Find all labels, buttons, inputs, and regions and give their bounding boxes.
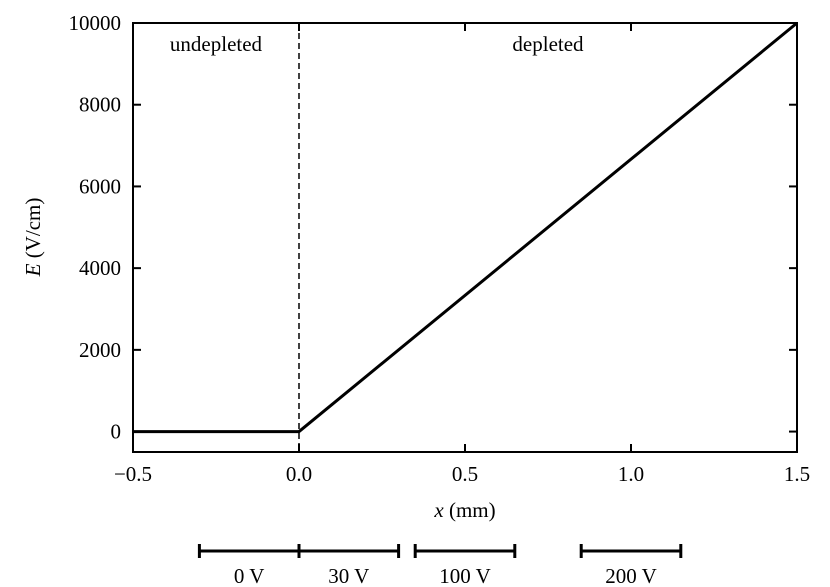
y-tick-label: 8000 (79, 93, 121, 117)
voltage-bar-label: 30 V (328, 564, 369, 587)
y-axis-label: E (V/cm) (21, 198, 45, 278)
voltage-bar-label: 100 V (439, 564, 491, 587)
plot-area (132, 22, 798, 453)
y-tick-label: 2000 (79, 338, 121, 362)
x-tick-label: 1.0 (618, 462, 644, 486)
region-label-undepleted: undepleted (170, 32, 263, 56)
x-axis-label-unit: (mm) (444, 498, 496, 522)
x-axis-label-variable: x (433, 498, 444, 522)
x-tick-label: 1.5 (784, 462, 810, 486)
y-tick-label: 0 (111, 420, 122, 444)
x-axis: −0.5 0.0 0.5 1.0 1.5 (114, 23, 810, 486)
voltage-bar-label: 200 V (605, 564, 657, 587)
y-axis-label-unit: (V/cm) (21, 198, 45, 264)
x-tick-label: 0.0 (286, 462, 312, 486)
y-tick-label: 6000 (79, 174, 121, 198)
y-axis-label-variable: E (21, 263, 45, 277)
voltage-bar-label: 0 V (234, 564, 265, 587)
x-tick-label: 0.5 (452, 462, 478, 486)
y-tick-label: 4000 (79, 256, 121, 280)
region-labels: undepleted depleted (170, 32, 584, 56)
voltage-bars: 0 V 30 V 100 V 200 V (197, 544, 683, 587)
x-axis-label: x (mm) (433, 498, 495, 522)
y-axis: 0 2000 4000 6000 8000 10000 (69, 11, 797, 444)
y-tick-label: 10000 (69, 11, 122, 35)
series-layer (133, 21, 798, 452)
plot-frame (132, 22, 798, 453)
x-tick-label: −0.5 (114, 462, 152, 486)
field-series-line (133, 21, 798, 434)
region-label-depleted: depleted (512, 32, 584, 56)
